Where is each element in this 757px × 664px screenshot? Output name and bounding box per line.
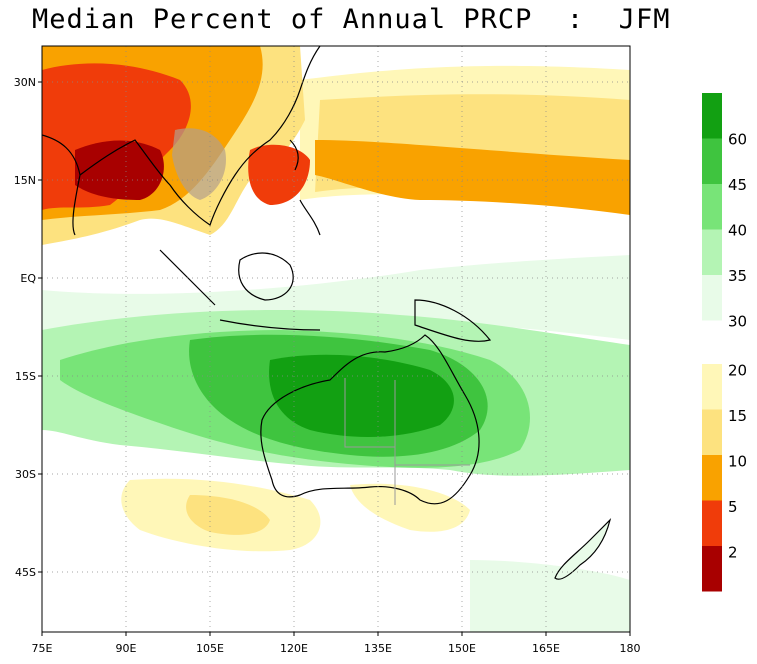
x-tick-label: 90E (116, 642, 137, 655)
colorbar-label: 35 (728, 267, 747, 285)
colorbar-label: 10 (728, 453, 747, 471)
y-tick-label: 15N (14, 174, 36, 187)
y-tick-label: 30N (14, 76, 36, 89)
map-frame (41, 45, 631, 633)
maritime-coastline (159, 249, 492, 342)
y-tick-label: EQ (20, 272, 36, 285)
colorbar-swatch-upper (702, 229, 722, 275)
x-axis: 75E 90E 105E 120E 135E 150E 165E 180 (32, 632, 641, 655)
colorbar-swatch-upper (702, 138, 722, 184)
x-tick-label: 165E (532, 642, 560, 655)
colorbar-swatch-lower (702, 409, 722, 455)
colorbar-label: 30 (728, 313, 747, 331)
y-tick-label: 45S (15, 566, 36, 579)
x-tick-label: 120E (280, 642, 308, 655)
map-field (42, 46, 630, 632)
colorbar-label: 5 (728, 498, 738, 516)
colorbar-swatch-upper (702, 93, 722, 139)
australia-coastline (260, 334, 480, 505)
new-zealand (554, 518, 612, 580)
colorbar-swatch-lower (702, 364, 722, 410)
colorbar-label: 60 (728, 131, 747, 149)
map-title: Median Percent of Annual PRCP : JFM (32, 4, 671, 35)
x-tick-label: 105E (196, 642, 224, 655)
colorbar-label: 2 (728, 544, 738, 562)
colorbar-swatch-lower (702, 500, 722, 546)
colorbar-label: 40 (728, 222, 747, 240)
grid-lines (42, 46, 630, 632)
colorbar-label: 15 (728, 407, 747, 425)
asia-coastline (42, 46, 321, 236)
x-tick-label: 75E (32, 642, 53, 655)
x-tick-label: 135E (364, 642, 392, 655)
y-axis: 30N 15N EQ 15S 30S 45S (14, 76, 42, 579)
colorbar-swatch-lower (702, 455, 722, 501)
colorbar-swatch-upper (702, 275, 722, 321)
colorbar: 60 45 40 35 30 20 15 10 5 2 (702, 93, 747, 592)
y-tick-label: 15S (15, 370, 36, 383)
x-tick-label: 150E (448, 642, 476, 655)
colorbar-swatch-upper (702, 184, 722, 230)
y-tick-label: 30S (15, 468, 36, 481)
x-tick-label: 180 (620, 642, 641, 655)
colorbar-label: 45 (728, 176, 747, 194)
colorbar-swatch-lower (702, 546, 722, 592)
colorbar-label: 20 (728, 362, 747, 380)
